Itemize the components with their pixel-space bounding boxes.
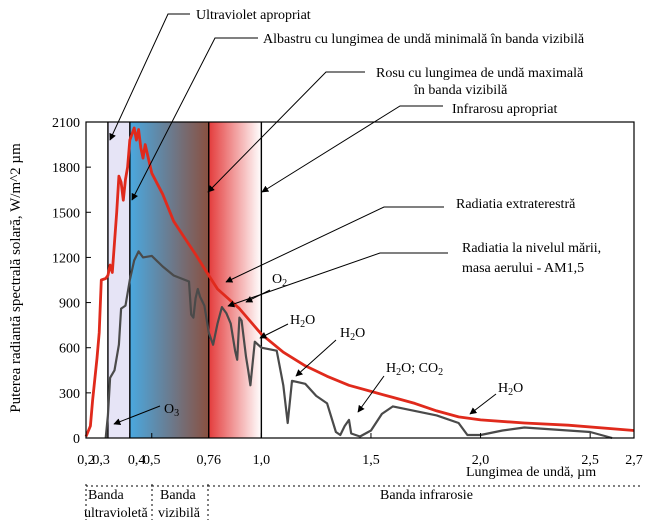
uv-proximal-annotation: Ultraviolet apropriat xyxy=(196,8,311,23)
red-max-leader xyxy=(207,71,365,193)
band-vis-line2: vizibilă xyxy=(158,506,201,521)
sea-level-leader xyxy=(227,252,448,308)
absorption-labels: O2 H2O H2O H2O; CO2 H2O O3 xyxy=(113,272,523,425)
h2o-arrow-3 xyxy=(469,393,497,415)
y-tick-label-6: 1800 xyxy=(52,161,80,176)
o2-arrow xyxy=(245,289,271,303)
plot-frame xyxy=(85,121,635,439)
h2o-co2-arrow xyxy=(357,375,385,413)
y-tick-label-2: 600 xyxy=(59,342,80,357)
o3-label: O3 xyxy=(164,402,179,419)
x-tick-label-2: 0,4 xyxy=(128,453,146,468)
spectral-region-2 xyxy=(208,122,262,438)
h2o-label-1: H2O xyxy=(290,313,315,330)
x-tick-label-1: 0,3 xyxy=(92,453,110,468)
x-tick-label-8: 2,5 xyxy=(581,453,599,468)
sea-level-annotation-line2: masa aerului - AM1,5 xyxy=(462,261,584,276)
o3-arrow xyxy=(113,405,161,425)
y-axis-ticks: 0 300 600 900 1200 1500 1800 2100 xyxy=(52,116,91,447)
x-tick-label-4: 0,76 xyxy=(197,453,222,468)
band-brackets: Banda ultravioletă Banda vizibilă Banda … xyxy=(84,484,640,521)
x-tick-label-0: 0,2 xyxy=(77,453,95,468)
x-tick-label-9: 2,7 xyxy=(625,453,643,468)
spectrum-series xyxy=(84,126,635,440)
y-tick-label-0: 0 xyxy=(73,432,80,447)
band-uv-line2: ultravioletă xyxy=(84,506,149,521)
y-tick-label-4: 1200 xyxy=(52,251,80,266)
h2o-arrow-2 xyxy=(295,339,337,377)
uv-proximal-leader xyxy=(109,13,190,141)
x-tick-label-5: 1,0 xyxy=(253,453,271,468)
blue-min-leader xyxy=(131,37,258,201)
x-axis-label: Lungimea de undă, µm xyxy=(466,465,596,480)
y-tick-label-1: 300 xyxy=(59,387,80,402)
o2-label: O2 xyxy=(272,272,287,289)
x-tick-label-7: 2,0 xyxy=(472,453,490,468)
spectral-regions xyxy=(107,122,262,438)
sea-level-annotation-line1: Radiatia la nivelul mării, xyxy=(462,241,601,256)
annotations: Ultraviolet apropriat Albastru cu lungim… xyxy=(109,8,601,308)
blue-min-annotation: Albastru cu lungimea de undă minimală în… xyxy=(263,32,585,47)
red-max-annotation-line2: în banda vizibilă xyxy=(413,83,508,98)
extraterrestrial-annotation: Radiatia extraterestră xyxy=(456,197,576,212)
x-axis-ticks: 0,20,3 0,40,5 0,76 1,0 1,5 2,0 2,5 2,7 xyxy=(77,433,643,468)
ir-proximal-leader xyxy=(261,105,443,193)
x-tick-label-6: 1,5 xyxy=(362,453,380,468)
band-ir-line1: Banda infrarosie xyxy=(380,488,473,503)
spectral-region-1 xyxy=(129,122,209,438)
extraterrestrial-leader xyxy=(225,206,444,283)
ir-proximal-annotation: Infrarosu apropriat xyxy=(452,102,557,117)
band-vis-line1: Banda xyxy=(160,488,197,503)
h2o-co2-label: H2O; CO2 xyxy=(386,361,443,378)
extraterrestrial-series-line xyxy=(84,126,635,438)
h2o-label-2: H2O xyxy=(340,326,365,343)
sea-level-series-line xyxy=(104,250,613,440)
h2o-arrow-1 xyxy=(259,323,289,339)
y-tick-label-3: 900 xyxy=(59,297,80,312)
y-tick-label-7: 2100 xyxy=(52,116,80,131)
band-uv-line1: Banda xyxy=(88,488,125,503)
red-max-annotation-line1: Rosu cu lungimea de undă maximală xyxy=(376,66,584,81)
y-tick-label-5: 1500 xyxy=(52,206,80,221)
x-tick-label-3: 0,5 xyxy=(143,453,161,468)
h2o-label-3: H2O xyxy=(498,381,523,398)
y-axis-label: Puterea radiantă spectrală solară, W/m^2… xyxy=(8,143,24,413)
